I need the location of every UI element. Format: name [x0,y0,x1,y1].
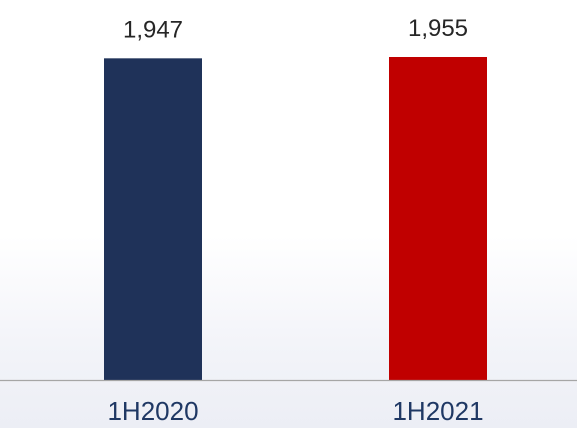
data-label-1H2021: 1,955 [408,15,468,42]
data-label-1H2020: 1,947 [123,16,183,43]
category-label-1H2020: 1H2020 [107,396,198,426]
bar-1H2020 [104,58,202,380]
bar-1H2021 [389,57,487,380]
category-label-1H2021: 1H2021 [392,396,483,426]
